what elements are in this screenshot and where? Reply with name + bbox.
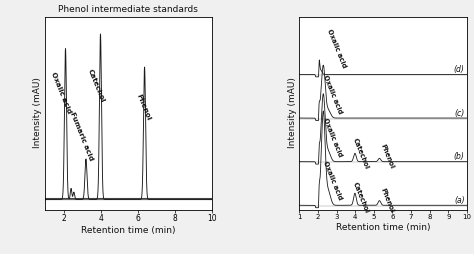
Text: Oxalic acid: Oxalic acid bbox=[322, 160, 343, 201]
X-axis label: Retention time (min): Retention time (min) bbox=[82, 226, 176, 235]
Text: Phenol: Phenol bbox=[135, 93, 151, 121]
Text: Catechol: Catechol bbox=[352, 137, 370, 170]
Text: (a): (a) bbox=[454, 196, 465, 205]
Text: (b): (b) bbox=[454, 152, 465, 161]
Text: Phenol: Phenol bbox=[379, 144, 394, 170]
Y-axis label: Intensity (mAU): Intensity (mAU) bbox=[33, 77, 42, 149]
Y-axis label: Intensity (mAU): Intensity (mAU) bbox=[288, 77, 297, 149]
Text: Oxalic acid: Oxalic acid bbox=[326, 28, 347, 69]
Text: (d): (d) bbox=[454, 65, 465, 74]
X-axis label: Retention time (min): Retention time (min) bbox=[336, 223, 430, 232]
Text: Oxalic acid: Oxalic acid bbox=[322, 74, 343, 115]
Text: Oxalic acid: Oxalic acid bbox=[322, 117, 343, 157]
Text: Catechol: Catechol bbox=[86, 68, 105, 103]
Text: Catechol: Catechol bbox=[352, 181, 370, 214]
Text: Phenol intermediate standards: Phenol intermediate standards bbox=[58, 5, 198, 14]
Text: (c): (c) bbox=[455, 109, 465, 118]
Text: Phenol: Phenol bbox=[379, 187, 394, 214]
Text: Oxalic acid: Oxalic acid bbox=[50, 71, 72, 114]
Text: Fumaric acid: Fumaric acid bbox=[69, 112, 94, 162]
